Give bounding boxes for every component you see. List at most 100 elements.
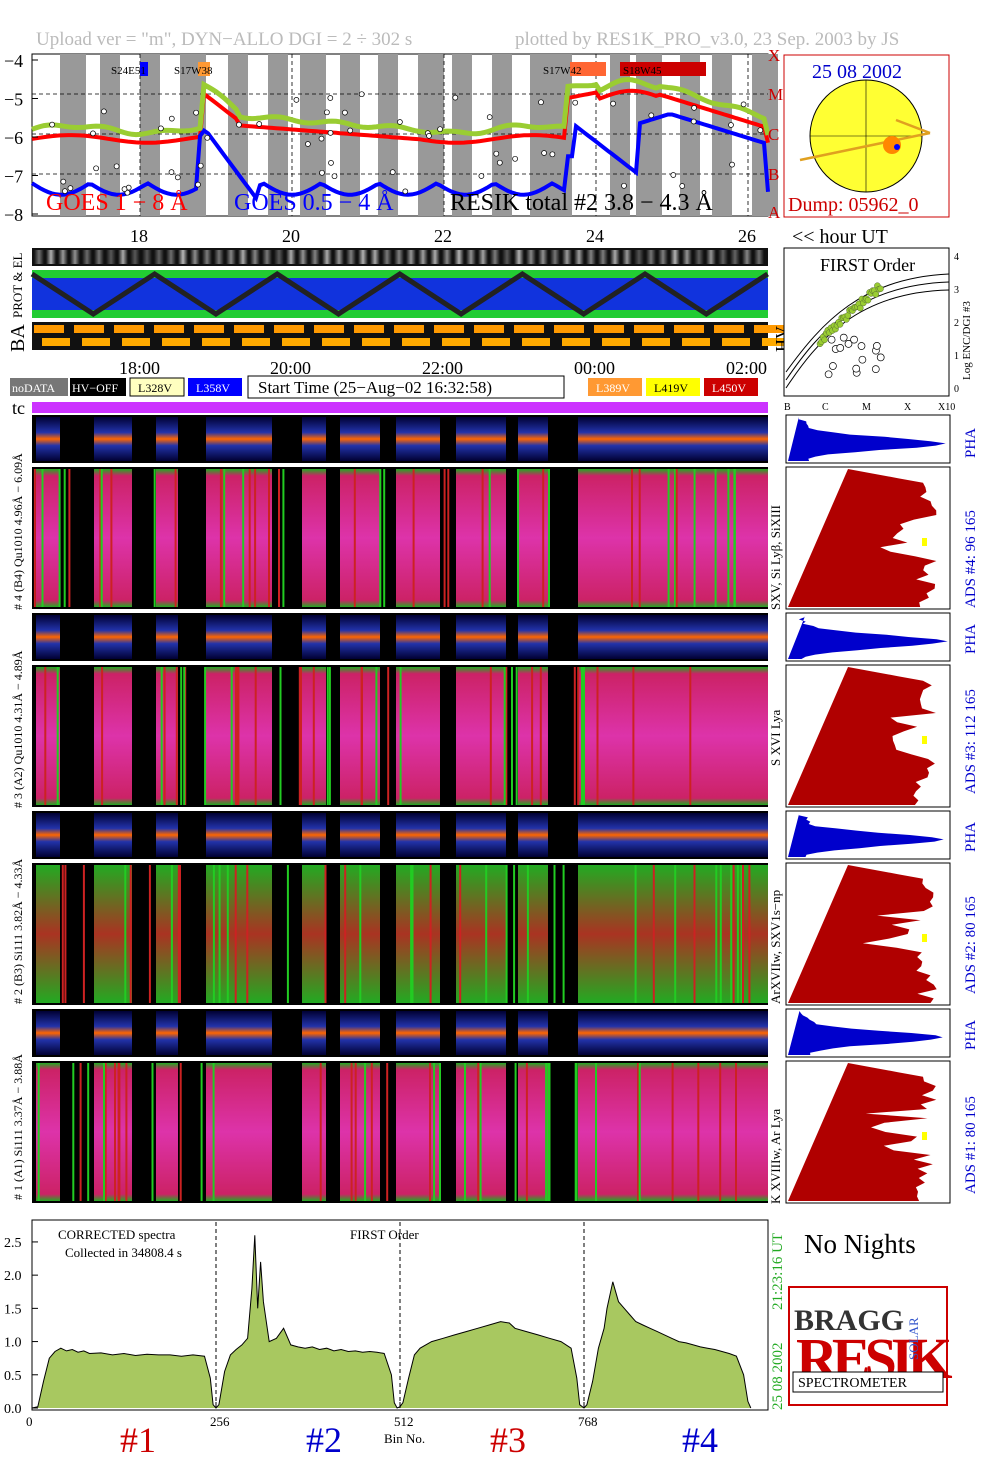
spectrogram-band — [396, 469, 440, 607]
spectrogram-band — [156, 615, 178, 659]
spectrogram-band — [94, 1011, 132, 1055]
first-order-outlier — [852, 364, 861, 373]
spectrogram-band — [578, 417, 768, 461]
spectrogram-line — [505, 667, 508, 805]
ba-segment-top — [394, 325, 424, 333]
spectrogram-line — [447, 469, 450, 607]
logo-spectrometer: SPECTROMETER — [798, 1376, 908, 1391]
ba-segment-top — [634, 325, 664, 333]
ads-histogram — [788, 865, 937, 1003]
resik-point — [90, 130, 96, 137]
legend-358: L358V — [196, 381, 230, 395]
el-strip-segment — [634, 250, 644, 264]
spectrogram-line — [693, 865, 696, 1003]
spectrogram-line — [248, 469, 251, 607]
resik-point — [62, 188, 68, 194]
spectrogram-band — [302, 417, 326, 461]
night-stripe — [268, 54, 288, 216]
resik-point — [195, 181, 201, 188]
spectrogram-line — [101, 667, 104, 805]
resik-point — [572, 99, 579, 106]
resik-point — [757, 127, 764, 134]
spectrogram-band — [94, 417, 132, 461]
spectrogram-band — [396, 813, 440, 857]
first-order-point — [877, 285, 884, 293]
el-strip-segment — [382, 250, 392, 264]
spectrogram-line — [183, 667, 186, 805]
spectrogram-line — [675, 469, 678, 607]
spectrum-x-ticks: 0 256 512 768 — [26, 1402, 598, 1429]
legend-419: L419V — [654, 381, 688, 395]
spectrogram-band — [94, 615, 132, 659]
collected-label: Collected in 34808.4 s — [65, 1245, 182, 1260]
time-tick-0000: 00:00 — [574, 358, 615, 378]
spectrogram-line — [513, 865, 516, 1003]
spectrogram-line — [104, 1063, 107, 1201]
ba-segment-top — [34, 325, 64, 333]
spectrogram-band — [456, 865, 506, 1003]
ba-segment-bottom — [322, 338, 350, 346]
pha-histogram — [788, 813, 944, 857]
hour-tick: 20 — [282, 226, 300, 246]
resik-point — [236, 121, 242, 128]
spectrogram-line — [64, 865, 67, 1003]
spectrogram-line — [674, 469, 677, 607]
goes-ytick: −6 — [4, 128, 23, 148]
resik-point — [426, 133, 432, 139]
el-strip-segment — [310, 250, 320, 264]
el-strip-segment — [586, 250, 596, 264]
night-stripe — [492, 54, 512, 216]
spectrogram-line — [58, 469, 61, 607]
spectrogram-line — [667, 469, 670, 607]
el-strip-segment — [622, 250, 632, 264]
ba-segment-bottom — [282, 338, 310, 346]
hour-tick: 24 — [586, 226, 604, 246]
ads-marker — [922, 736, 927, 744]
ba-segment-bottom — [602, 338, 630, 346]
envelope-2 — [785, 273, 950, 373]
first-order-points — [816, 282, 885, 379]
spectrogram-line — [364, 1063, 367, 1201]
spectrogram-band — [36, 813, 60, 857]
el-strip-segment — [94, 250, 104, 264]
flare-marker-2 — [198, 62, 210, 76]
spectrogram-band — [156, 667, 178, 805]
spectrogram-band — [302, 1011, 326, 1055]
ba-segment-bottom — [682, 338, 710, 346]
spectrogram-band — [518, 615, 548, 659]
ba-label: BA — [7, 324, 29, 352]
spectrogram-line — [350, 1063, 353, 1201]
spectrogram-line — [278, 469, 280, 607]
ba-segment-top — [714, 325, 744, 333]
resik-points — [49, 91, 764, 196]
el-strip-segment — [526, 250, 536, 264]
legend-419-box — [646, 378, 700, 396]
spectrogram-band — [578, 865, 768, 1003]
first-order-outlier — [827, 335, 836, 344]
first-order-outlier — [839, 333, 848, 342]
el-strip-segment — [46, 250, 56, 264]
spectrogram-line — [118, 1063, 121, 1201]
el-strip-segment — [130, 250, 140, 264]
fo-ytick-0: 0 — [954, 384, 959, 395]
spectrogram-line — [573, 667, 576, 805]
spectrogram-line — [674, 865, 677, 1003]
spectrogram-band — [206, 469, 272, 607]
spectrogram-line — [503, 667, 506, 805]
night-stripe — [712, 54, 732, 216]
spectrogram-line — [652, 865, 655, 1003]
el-strip-segment — [658, 250, 668, 264]
spectrogram-line — [82, 865, 85, 1003]
resik-point — [158, 125, 164, 132]
ba-segment-top — [194, 325, 224, 333]
spectrogram-band — [456, 667, 506, 805]
resik-point — [197, 162, 204, 169]
spectrogram-band — [156, 1063, 178, 1201]
ch2-pha: PHA — [963, 822, 979, 852]
spectrogram-line — [226, 865, 229, 1003]
ads-histogram — [788, 469, 937, 607]
el-strip-segment — [286, 250, 296, 264]
el-strip-segment — [154, 250, 164, 264]
first-order-outlier — [873, 342, 881, 350]
spectrogram-band — [340, 417, 380, 461]
